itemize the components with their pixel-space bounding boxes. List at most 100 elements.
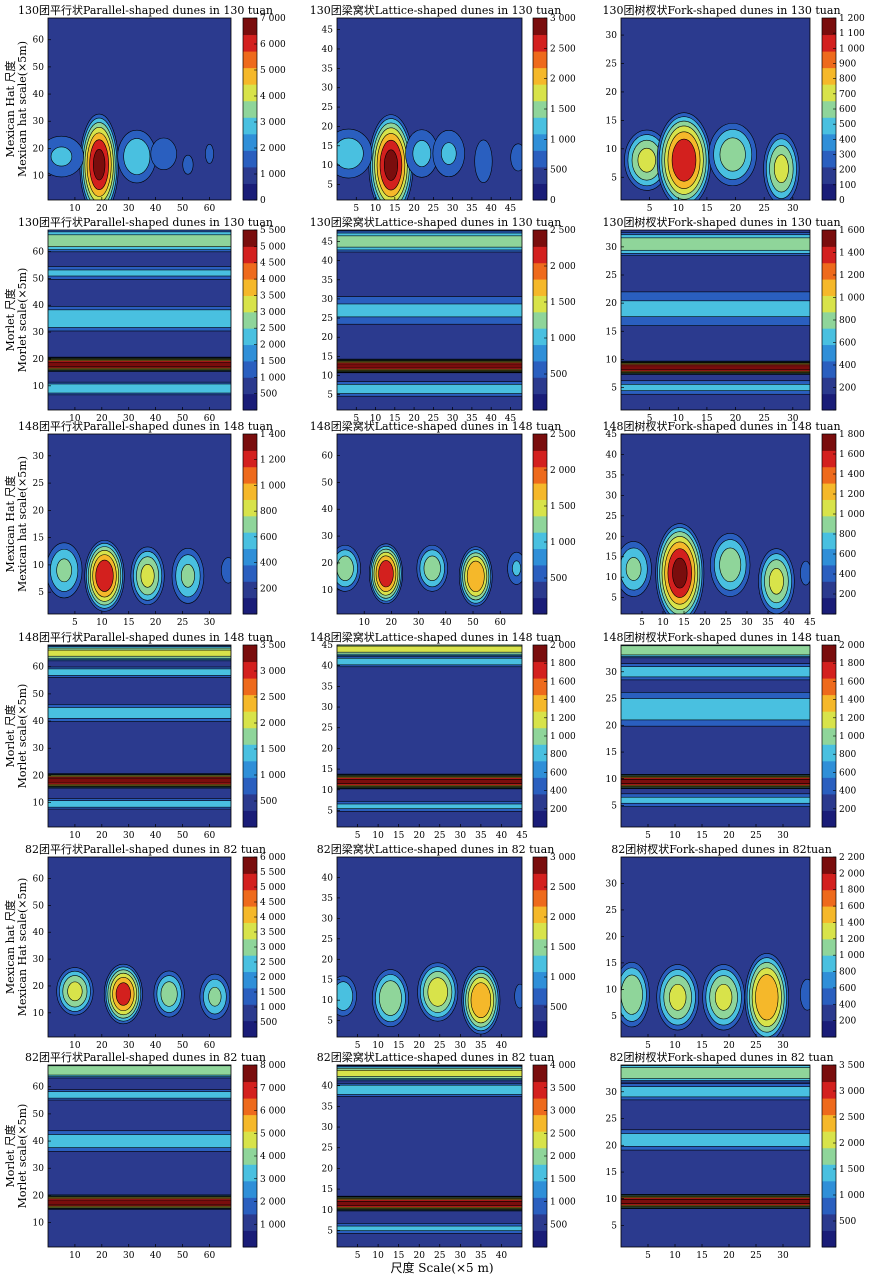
y-tick-label: 30 xyxy=(322,532,334,542)
colorbar-segment xyxy=(822,744,836,762)
contour-level xyxy=(67,981,83,1002)
x-tick-label: 10 xyxy=(669,1251,681,1261)
colorbar-segment xyxy=(243,1213,257,1231)
colorbar-segment xyxy=(533,955,547,973)
colorbar-tick-label: 400 xyxy=(839,361,856,371)
contour-peak-4 xyxy=(171,547,205,604)
colorbar-segment xyxy=(533,564,547,582)
y-tick-label: 10 xyxy=(322,372,334,382)
colorbar-segment xyxy=(243,483,257,500)
colorbar-tick-label: 600 xyxy=(839,550,856,560)
x-tick-label: 30 xyxy=(455,831,467,841)
x-tick-label: 15 xyxy=(696,1251,708,1261)
colorbar-segment xyxy=(533,1164,547,1182)
contour-peak-2 xyxy=(103,963,143,1025)
y-tick-label: 20 xyxy=(33,506,45,516)
colorbar-segment xyxy=(822,955,836,973)
row-label-secondary: Mexican hat scale(×5m) xyxy=(16,41,29,177)
colorbar-segment xyxy=(822,661,836,679)
x-tick-label: 30 xyxy=(777,1041,789,1051)
colorbar-tick-label: 2 000 xyxy=(260,1198,286,1208)
colorbar-tick-label: 1 500 xyxy=(260,357,286,367)
colorbar-segment xyxy=(822,246,836,264)
colorbar-segment xyxy=(533,645,547,663)
chart-title: 82团梁窝状Lattice-shaped dunes in 82 tuan xyxy=(317,1050,555,1064)
colorbar-segment xyxy=(533,661,547,679)
row-label-secondary: Morlet scale(×5m) xyxy=(16,268,29,373)
x-tick-label: 30 xyxy=(455,1041,467,1051)
contour-peak-4 xyxy=(150,137,177,170)
contour-peak-5 xyxy=(514,983,522,1009)
y-tick-label: 30 xyxy=(322,1123,334,1133)
contour-peak-6 xyxy=(510,143,522,172)
colorbar-segment xyxy=(822,564,836,582)
chart-title: 148团树杈状Fork-shaped dunes in 148 tuan xyxy=(602,419,840,433)
y-tick-label: 10 xyxy=(33,1009,45,1019)
contour-level xyxy=(621,1199,810,1204)
colorbar-segment xyxy=(822,466,836,484)
contour-band-1 xyxy=(621,1194,810,1209)
colorbar-segment xyxy=(822,1147,836,1165)
colorbar-segment xyxy=(533,117,547,135)
contour-band-2 xyxy=(621,380,810,395)
chart-panel-12 xyxy=(620,644,811,828)
y-tick-label: 35 xyxy=(606,471,618,481)
contour-level xyxy=(48,383,231,394)
x-tick-label: 15 xyxy=(696,831,708,841)
colorbar-tick-label: 3 500 xyxy=(260,928,286,938)
colorbar-tick-label: 1 000 xyxy=(839,44,865,54)
colorbar-segment xyxy=(243,1114,257,1132)
colorbar-segment xyxy=(533,230,547,247)
x-tick-label: 10 xyxy=(370,204,382,214)
colorbar-segment xyxy=(533,84,547,102)
colorbar-segment xyxy=(243,84,257,102)
colorbar-segment xyxy=(822,1131,836,1149)
chart-panel-15 xyxy=(620,856,811,1038)
chart-title: 130团梁窝状Lattice-shaped dunes in 130 tuan xyxy=(310,215,562,229)
y-tick-label: 10 xyxy=(322,586,334,596)
chart-panel-4 xyxy=(47,229,232,411)
colorbar-tick-label: 1 500 xyxy=(260,988,286,998)
x-tick-label: 10 xyxy=(69,414,81,424)
colorbar-tick-label: 2 000 xyxy=(260,973,286,983)
contour-level xyxy=(755,974,779,1021)
colorbar-segment xyxy=(243,377,257,395)
contour-band-4 xyxy=(337,645,522,658)
colorbar-segment xyxy=(243,1020,257,1038)
x-tick-label: 5 xyxy=(355,831,361,841)
x-tick-label: 45 xyxy=(505,414,517,424)
contour-band-3 xyxy=(621,291,810,326)
colorbar-tick-label: 0 xyxy=(260,196,266,206)
colorbar-segment xyxy=(822,532,836,550)
chart-panel-17 xyxy=(336,1064,523,1248)
y-tick-label: 20 xyxy=(322,559,334,569)
contour-peak-5 xyxy=(474,139,493,183)
colorbar-segment xyxy=(243,100,257,118)
colorbar-tick-label: 1 200 xyxy=(839,490,865,500)
colorbar-tick-label: 7 000 xyxy=(260,14,286,24)
contour-level xyxy=(337,803,522,809)
contour-band-2 xyxy=(621,793,810,807)
contour-band-4 xyxy=(337,230,522,253)
colorbar-tick-label: 800 xyxy=(839,75,856,85)
colorbar-segment xyxy=(533,971,547,989)
colorbar-segment xyxy=(822,548,836,566)
chart-panel-1 xyxy=(47,17,232,201)
colorbar-segment xyxy=(533,1065,547,1083)
y-tick-label: 20 xyxy=(322,955,334,965)
colorbar-segment xyxy=(822,971,836,989)
contour-band-4 xyxy=(621,1065,810,1083)
colorbar-segment xyxy=(533,1197,547,1215)
contour-band-4 xyxy=(337,1065,522,1082)
y-tick-label: 15 xyxy=(606,1168,618,1178)
colorbar-tick-label: 1 000 xyxy=(260,373,286,383)
colorbar-tick-label: 1 400 xyxy=(839,696,865,706)
contour-band-2 xyxy=(48,798,231,810)
colorbar-segment xyxy=(822,678,836,696)
plot-frame xyxy=(620,229,811,411)
colorbar-segment xyxy=(822,760,836,778)
x-tick-label: 30 xyxy=(204,618,216,628)
colorbar-tick-label: 200 xyxy=(550,805,567,815)
contour-band-1 xyxy=(337,358,522,374)
colorbar xyxy=(242,17,258,201)
